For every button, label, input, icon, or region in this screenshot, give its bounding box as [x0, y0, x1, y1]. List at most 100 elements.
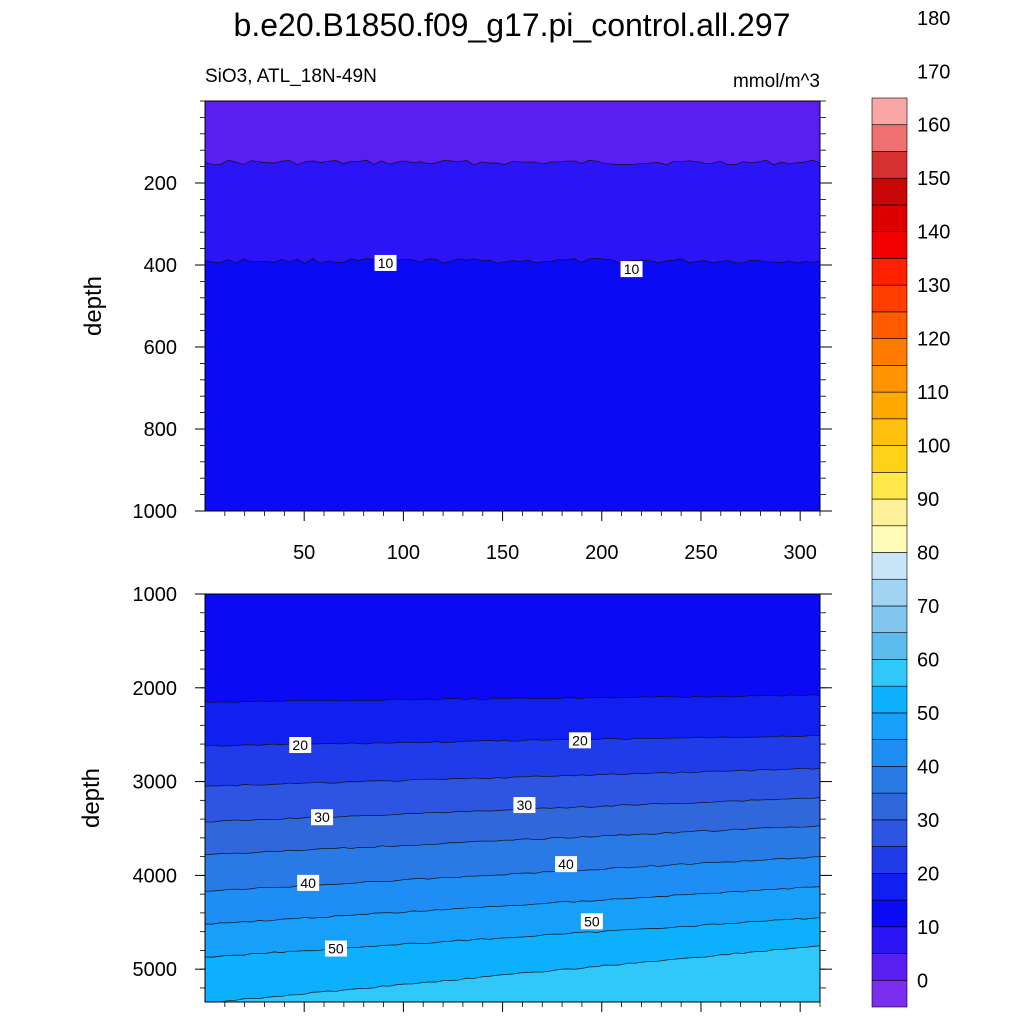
colorbar-label: 80: [917, 543, 939, 565]
y-tick-label: 200: [144, 173, 177, 195]
colorbar-swatch: [871, 578, 908, 607]
colorbar: 0 10 20 30 40 50 60 70 80 90 100 110 120 130 140 150 160…: [871, 8, 950, 1008]
colorbar-label: 60: [917, 649, 939, 671]
lower-plot-frame: [204, 593, 821, 1003]
y-tick-label: 400: [144, 255, 177, 277]
contour-label-box: [513, 797, 536, 814]
colorbar-label: 40: [917, 756, 939, 778]
colorbar-label: 160: [917, 115, 950, 137]
colorbar-swatch: [871, 979, 908, 1008]
colorbar-label: 20: [917, 863, 939, 885]
contour-label-box: [555, 856, 578, 873]
upper-band-2: [205, 258, 820, 511]
colorbar-swatch: [871, 284, 908, 313]
upper-contour-labels: 10 10: [374, 254, 643, 278]
colorbar-swatch: [871, 659, 908, 687]
lower-contour-line: [205, 917, 820, 958]
lower-y-axis-label: depth: [78, 768, 105, 828]
lower-contour-labels: 20 20 30 30 40 40 50 50: [289, 732, 603, 957]
colorbar-swatch: [871, 231, 908, 259]
units-label: mmol/m^3: [733, 71, 820, 92]
contour-label-text: 50: [584, 913, 600, 929]
upper-axis-ticks: 200 400 600 800 1000 50 100 150 200 250 300: [133, 100, 832, 564]
x-tick-label: 300: [783, 542, 816, 564]
colorbar-label: 140: [917, 222, 950, 244]
colorbar-swatch: [871, 712, 908, 740]
colorbar-swatch: [871, 766, 908, 794]
y-tick-label: 600: [144, 337, 177, 359]
x-tick-label: 50: [293, 542, 315, 564]
colorbar-swatch: [871, 685, 908, 714]
y-tick-label: 4000: [133, 865, 178, 887]
colorbar-label: 130: [917, 275, 950, 297]
contour-label-text: 30: [517, 797, 533, 813]
contour-label-box: [297, 874, 320, 891]
figure-title: b.e20.B1850.f09_g17.pi_control.all.297: [234, 7, 791, 43]
contour-label: 10: [374, 254, 397, 271]
contour-label: 30: [311, 809, 334, 826]
contour-label-text: 40: [300, 875, 316, 891]
colorbar-swatch: [871, 311, 908, 339]
upper-plot-frame: [204, 100, 821, 512]
upper-y-axis-label: depth: [80, 276, 107, 336]
contour-label: 50: [580, 913, 603, 930]
x-tick-label: 100: [387, 542, 420, 564]
y-tick-label: 1000: [133, 584, 178, 606]
contour-label: 40: [297, 874, 320, 891]
colorbar-swatch: [871, 926, 908, 954]
colorbar-label: 110: [917, 382, 949, 404]
lower-contour-line: [205, 886, 820, 925]
lower-contour-line: [205, 694, 820, 703]
contour-label: 50: [324, 940, 347, 957]
colorbar-label: 10: [917, 917, 939, 939]
contour-label: 40: [555, 856, 578, 873]
colorbar-swatch: [871, 739, 908, 767]
colorbar-swatch: [871, 391, 908, 420]
upper-contour-lines: [205, 159, 820, 264]
lower-contour-line: [205, 825, 820, 856]
colorbar-swatch: [871, 899, 908, 928]
lower-axis-ticks: 1000 2000 3000 4000 5000: [133, 584, 832, 1012]
colorbar-label: 170: [917, 61, 950, 83]
y-tick-label: 1000: [133, 501, 178, 523]
colorbar-swatch: [871, 151, 908, 179]
lower-contour-line: [210, 945, 820, 1002]
lower-panel: 20 20 30 30 40 40 50 50 1000 2000 3000 4000 5000 de…: [78, 584, 832, 1012]
contour-label-text: 30: [314, 809, 330, 825]
contour-label-box: [289, 737, 312, 754]
colorbar-swatch: [871, 124, 908, 152]
lower-contour-fills: [205, 594, 820, 1002]
colorbar-swatch: [871, 953, 908, 981]
x-tick-label: 250: [684, 542, 717, 564]
colorbar-swatch: [871, 445, 908, 473]
colorbar-swatch: [871, 873, 908, 901]
y-tick-label: 2000: [133, 678, 178, 700]
colorbar-swatch: [871, 819, 908, 847]
x-tick-label: 200: [585, 542, 618, 564]
colorbar-swatch: [871, 525, 908, 553]
colorbar-swatch: [871, 792, 908, 821]
colorbar-label: 30: [917, 810, 939, 832]
colorbar-swatch: [871, 471, 908, 500]
contour-label: 20: [289, 737, 312, 754]
lower-contour-lines: [205, 694, 820, 1002]
colorbar-label: 180: [917, 8, 950, 30]
lower-contour-line: [205, 797, 820, 823]
colorbar-swatch: [871, 552, 908, 580]
contour-label-box: [374, 254, 397, 271]
lower-contour-line: [205, 767, 820, 787]
colorbar-swatch: [871, 204, 908, 232]
colorbar-label: 100: [917, 436, 950, 458]
contour-label: 10: [620, 261, 643, 278]
contour-label: 30: [513, 797, 536, 814]
contour-label-text: 10: [378, 255, 394, 271]
contour-label-box: [580, 913, 603, 930]
y-tick-label: 3000: [133, 772, 178, 794]
contour-label-text: 50: [328, 941, 344, 957]
contour-label-box: [311, 809, 334, 826]
upper-contour-line: [205, 159, 820, 166]
upper-panel: 10 10 200 400 600 800 1000 50 100 150 200 250 300 d…: [80, 100, 832, 564]
colorbar-label: 0: [917, 970, 928, 992]
colorbar-swatch: [871, 498, 908, 527]
